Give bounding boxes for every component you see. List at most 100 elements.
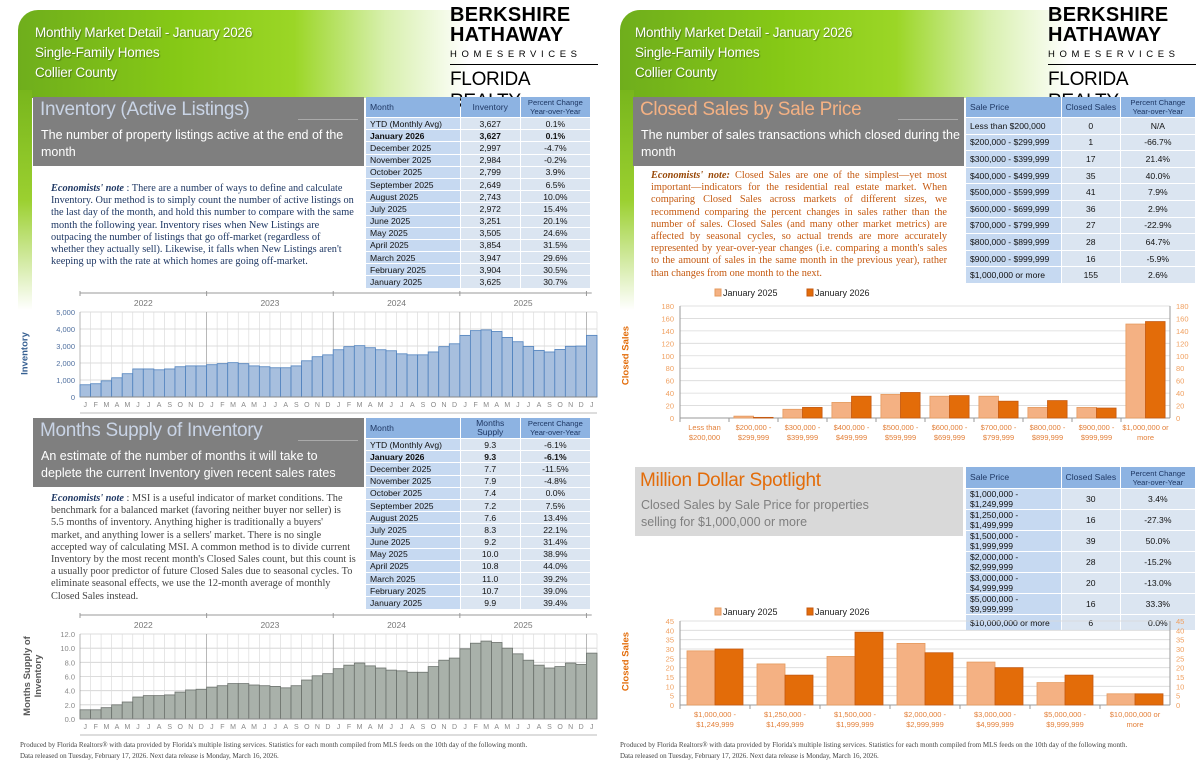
year-label: 2025 [514, 620, 533, 630]
divider [298, 119, 358, 120]
bar [564, 345, 577, 398]
x-tick-label: F [347, 724, 351, 731]
x-tick-label: A [115, 402, 120, 409]
bar [1064, 674, 1094, 706]
row-label: $700,000 - $799,999 [966, 217, 1061, 234]
y-tick-label: 180 [661, 302, 674, 311]
x-tick-label: D [579, 402, 584, 409]
bar [100, 380, 113, 398]
x-tick-label: S [421, 402, 426, 409]
bar [512, 341, 524, 398]
bar [1145, 321, 1166, 419]
table-row: $700,000 - $799,999 27 -22.9% [966, 217, 1195, 234]
footer-line: Data released on Tuesday, February 17, 2… [620, 752, 879, 760]
footer-line: Data released on Tuesday, February 17, 2… [20, 752, 279, 760]
section-title: Million Dollar Spotlight [640, 470, 821, 491]
x-tick-label: J [590, 402, 594, 409]
table-row: February 2025 3,904 30.5% [366, 264, 590, 276]
x-tick-label: D [452, 402, 457, 409]
percent-change-cell: 50.0% [1120, 531, 1195, 551]
percent-change-cell: -4.8% [520, 475, 590, 487]
y-tick-label-right: 0 [1176, 701, 1180, 710]
bar [90, 709, 102, 720]
x-tick-label: M [504, 724, 510, 731]
bar [438, 346, 450, 398]
value-cell: 30 [1061, 489, 1120, 509]
x-tick-label: O [557, 724, 563, 731]
row-label: June 2025 [366, 215, 460, 227]
row-label: July 2025 [366, 524, 460, 536]
bar [949, 395, 970, 419]
logo-line: HATHAWAY [1048, 24, 1162, 46]
value-cell: 3,854 [460, 239, 520, 252]
y-tick-label-right: 60 [1176, 377, 1184, 386]
table-row: July 2025 2,972 15.4% [366, 203, 590, 215]
divider [898, 119, 958, 120]
logo-line: HATHAWAY [450, 24, 564, 46]
x-tick-label: N [441, 402, 446, 409]
section-subtitle: The number of sales transactions which c… [641, 128, 960, 159]
x-tick-label: A [115, 724, 120, 731]
bar [185, 365, 197, 398]
x-tick-label: A [157, 724, 162, 731]
value-cell: 9.3 [460, 451, 520, 463]
bar [311, 356, 324, 398]
value-cell: 7.2 [460, 499, 520, 512]
x-tick-label: D [325, 724, 330, 731]
x-tick-label: M [483, 724, 489, 731]
logo-line: BERKSHIRE [450, 4, 571, 26]
value-cell: 155 [1061, 267, 1120, 283]
x-tick-label: O [557, 402, 563, 409]
x-tick-label: J [463, 724, 467, 731]
value-cell: 10.0 [460, 548, 520, 560]
percent-change-cell: 0.1% [520, 118, 590, 130]
x-tick-label: F [220, 402, 224, 409]
x-tick-label: J [136, 724, 140, 731]
bar [880, 393, 901, 419]
x-tick-label: J [210, 402, 214, 409]
table-row: $500,000 - $599,999 41 7.9% [966, 184, 1195, 200]
table-row: November 2025 7.9 -4.8% [366, 475, 590, 487]
percent-change-cell: 44.0% [520, 560, 590, 573]
bar [111, 704, 123, 720]
row-label: YTD (Monthly Avg) [366, 439, 460, 451]
x-tick-label: more [1137, 433, 1154, 442]
table-row: September 2025 2,649 6.5% [366, 178, 590, 191]
row-label: January 2025 [366, 597, 460, 609]
column-header: Sale Price [966, 97, 1061, 117]
bar [522, 346, 535, 398]
row-label: January 2025 [366, 276, 460, 288]
value-cell: 2,743 [460, 191, 520, 203]
table-header-row: Sale Price Closed Sales Percent Change Yea… [966, 467, 1195, 488]
bar [237, 683, 250, 720]
x-tick-label: F [474, 402, 478, 409]
section-title: Months Supply of Inventory [40, 420, 263, 441]
value-cell: 1 [1061, 134, 1120, 151]
bar [501, 647, 513, 720]
x-tick-label: $2,000,000 - [904, 710, 947, 719]
report-title: Monthly Market Detail - January 2026 [635, 25, 853, 40]
table-row: $300,000 - $399,999 17 21.4% [966, 151, 1195, 167]
percent-change-cell: -13.0% [1120, 573, 1195, 593]
value-cell: 2,997 [460, 142, 520, 154]
bar [784, 674, 814, 706]
y-tick-label-right: 100 [1176, 352, 1189, 361]
bar [375, 349, 387, 398]
bar [142, 368, 155, 398]
x-tick-label: $499,999 [836, 433, 867, 442]
bar [533, 349, 545, 398]
percent-change-cell: 39.2% [520, 573, 590, 585]
bar [564, 662, 577, 720]
x-tick-label: $799,999 [983, 433, 1014, 442]
year-label: 2024 [387, 298, 406, 308]
x-tick-label: A [283, 402, 288, 409]
table-row: $1,000,000 or more 155 2.6% [966, 267, 1195, 283]
value-cell: 7.4 [460, 487, 520, 499]
bar [332, 668, 345, 720]
table-row: January 2025 9.9 39.4% [366, 597, 590, 609]
value-cell: 28 [1061, 234, 1120, 250]
y-tick-label-right: 25 [1176, 654, 1184, 663]
msi-table: Month Months Supply Percent Change Year-ov… [365, 417, 591, 610]
year-label: 2022 [134, 298, 153, 308]
column-header: Month [366, 418, 460, 438]
